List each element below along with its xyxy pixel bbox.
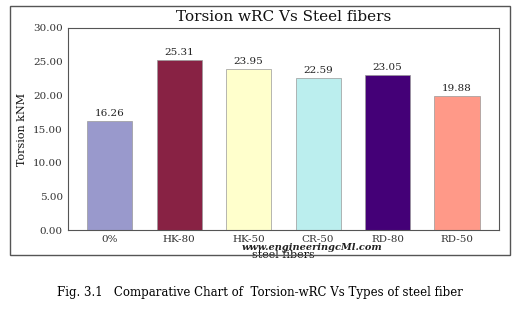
- Text: 23.95: 23.95: [234, 57, 264, 66]
- Text: 19.88: 19.88: [442, 85, 472, 94]
- Bar: [157, 60, 202, 230]
- Bar: [87, 121, 133, 230]
- Bar: [295, 78, 341, 230]
- Text: 25.31: 25.31: [164, 48, 194, 57]
- Bar: [365, 75, 410, 230]
- Text: 22.59: 22.59: [303, 66, 333, 75]
- Text: Fig. 3.1   Comparative Chart of  Torsion-wRC Vs Types of steel fiber: Fig. 3.1 Comparative Chart of Torsion-wR…: [57, 285, 463, 299]
- Bar: [226, 69, 271, 230]
- Y-axis label: Torsion kNM: Torsion kNM: [18, 92, 28, 166]
- Title: Torsion wRC Vs Steel fibers: Torsion wRC Vs Steel fibers: [176, 10, 391, 24]
- Text: www.engineeringcMl.com: www.engineeringcMl.com: [242, 243, 382, 252]
- X-axis label: steel fibers: steel fibers: [252, 249, 315, 260]
- Bar: [434, 96, 479, 230]
- Text: 23.05: 23.05: [373, 63, 402, 72]
- Text: 16.26: 16.26: [95, 109, 125, 118]
